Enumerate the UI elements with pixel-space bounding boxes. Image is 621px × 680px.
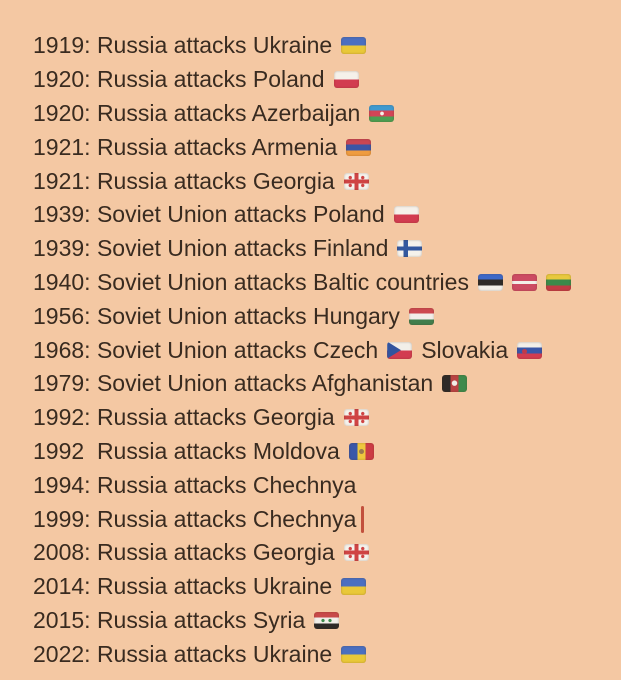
timeline-line: 1940: Soviet Union attacks Baltic countr… xyxy=(33,266,613,300)
timeline-text: 1992 Russia attacks Moldova xyxy=(33,437,340,464)
timeline-line: 1968: Soviet Union attacks Czech Slovakia xyxy=(33,333,613,367)
timeline-line: 2008: Russia attacks Georgia xyxy=(33,536,613,570)
timeline-text: 1968: Soviet Union attacks Czech xyxy=(33,336,379,363)
flag-slovakia-icon xyxy=(517,341,543,359)
flag-georgia-icon xyxy=(343,172,369,190)
flag-czechia-icon xyxy=(387,341,413,359)
timeline-text: 1992: Russia attacks Georgia xyxy=(33,404,335,431)
timeline-text: 2022: Russia attacks Ukraine xyxy=(33,640,333,667)
flag-latvia-icon xyxy=(511,273,537,291)
timeline-text: 1920: Russia attacks Azerbaijan xyxy=(33,99,361,126)
flag-poland-icon xyxy=(333,71,359,89)
timeline-line: 1939: Soviet Union attacks Poland xyxy=(33,198,613,232)
flag-syria-icon xyxy=(314,611,340,629)
timeline-text: 1999: Russia attacks Chechnya xyxy=(33,505,357,532)
flag-afghanistan-icon xyxy=(442,375,468,393)
timeline-text: 2014: Russia attacks Ukraine xyxy=(33,573,333,600)
timeline-text: 2015: Russia attacks Syria xyxy=(33,606,306,633)
timeline-line: 1919: Russia attacks Ukraine xyxy=(33,29,613,63)
timeline-line: 1921: Russia attacks Armenia xyxy=(33,130,613,164)
timeline-line: 1956: Soviet Union attacks Hungary xyxy=(33,299,613,333)
timeline-text: 1979: Soviet Union attacks Afghanistan xyxy=(33,370,434,397)
timeline-line: 1920: Russia attacks Poland xyxy=(33,63,613,97)
timeline-text: 2008: Russia attacks Georgia xyxy=(33,539,335,566)
timeline-line: 1939: Soviet Union attacks Finland xyxy=(33,232,613,266)
timeline-text: 1919: Russia attacks Ukraine xyxy=(33,32,333,59)
timeline-line: 1979: Soviet Union attacks Afghanistan xyxy=(33,367,613,401)
flag-estonia-icon xyxy=(477,273,503,291)
timeline-line: 2015: Russia attacks Syria xyxy=(33,604,613,638)
timeline-text: 1939: Soviet Union attacks Finland xyxy=(33,235,389,262)
flag-ukraine-icon xyxy=(341,645,367,663)
timeline-text: 1921: Russia attacks Armenia xyxy=(33,133,338,160)
flag-ukraine-icon xyxy=(341,37,367,55)
timeline-line: 1920: Russia attacks Azerbaijan xyxy=(33,97,613,131)
timeline-line: 1992 Russia attacks Moldova xyxy=(33,435,613,469)
timeline-text: 1920: Russia attacks Poland xyxy=(33,66,325,93)
timeline-text: 1921: Russia attacks Georgia xyxy=(33,167,335,194)
timeline-line: 2022: Russia attacks Ukraine xyxy=(33,637,613,671)
text-cursor xyxy=(361,505,365,533)
timeline-line: 1992: Russia attacks Georgia xyxy=(33,401,613,435)
timeline-text: 1939: Soviet Union attacks Poland xyxy=(33,201,385,228)
timeline-line: 1999: Russia attacks Chechnya xyxy=(33,502,613,536)
flag-georgia-icon xyxy=(343,409,369,427)
flag-moldova-icon xyxy=(348,442,374,460)
flag-georgia-icon xyxy=(343,544,369,562)
flag-azerbaijan-icon xyxy=(369,104,395,122)
timeline-text: 1994: Russia attacks Chechnya xyxy=(33,471,357,498)
timeline-text: Slovakia xyxy=(421,336,509,363)
timeline-line: 1994: Russia attacks Chechnya xyxy=(33,468,613,502)
timeline-text: 1940: Soviet Union attacks Baltic countr… xyxy=(33,268,469,295)
timeline-line: 1921: Russia attacks Georgia xyxy=(33,164,613,198)
flag-armenia-icon xyxy=(346,138,372,156)
flag-ukraine-icon xyxy=(341,578,367,596)
timeline-text: 1956: Soviet Union attacks Hungary xyxy=(33,302,400,329)
timeline-line: 2014: Russia attacks Ukraine xyxy=(33,570,613,604)
flag-poland-icon xyxy=(393,206,419,224)
flag-lithuania-icon xyxy=(545,273,571,291)
flag-hungary-icon xyxy=(408,307,434,325)
flag-finland-icon xyxy=(397,240,423,258)
